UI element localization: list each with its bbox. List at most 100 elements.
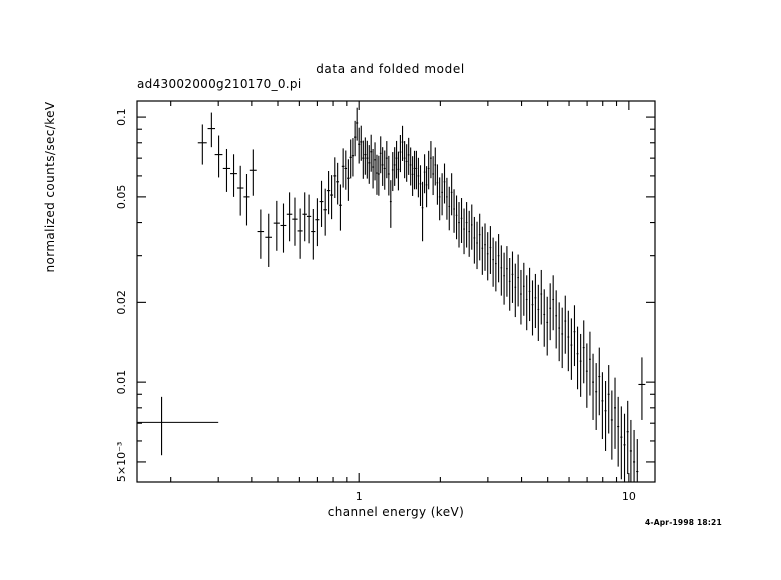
data-point <box>356 107 359 141</box>
data-point <box>601 372 604 440</box>
data-point <box>306 194 312 244</box>
data-point <box>534 273 537 329</box>
data-point <box>552 275 555 331</box>
data-point <box>207 112 216 148</box>
data-point <box>623 413 626 482</box>
data-point <box>362 140 365 179</box>
data-point <box>511 251 514 303</box>
data-point <box>558 302 561 362</box>
data-point <box>460 198 463 243</box>
data-point <box>434 147 437 186</box>
data-point <box>341 148 345 188</box>
data-point <box>377 155 380 196</box>
data-point <box>265 213 273 267</box>
data-point <box>448 186 451 231</box>
svg-text:0.1: 0.1 <box>115 108 128 126</box>
data-point <box>589 331 591 396</box>
data-point <box>471 204 473 250</box>
svg-text:10: 10 <box>622 490 636 503</box>
data-point <box>280 203 287 253</box>
data-point <box>344 150 348 190</box>
data-point <box>326 171 331 215</box>
data-point <box>432 156 434 196</box>
data-point <box>292 197 298 246</box>
data-point <box>385 141 388 179</box>
date-stamp: 4-Apr-1998 18:21 <box>645 518 722 527</box>
data-point <box>481 226 484 275</box>
data-point <box>389 180 392 228</box>
data-point <box>403 141 406 179</box>
data-point <box>323 188 327 236</box>
data-point <box>379 136 382 174</box>
data-point <box>236 165 244 216</box>
data-point <box>214 135 223 178</box>
data-point <box>387 155 390 196</box>
data-point <box>436 164 439 205</box>
data-point <box>598 347 601 416</box>
data-point <box>413 150 416 190</box>
data-point <box>273 200 280 251</box>
data-point <box>458 202 460 248</box>
data-point <box>409 147 412 186</box>
data-point <box>549 283 552 341</box>
data-point <box>528 267 531 322</box>
svg-text:1: 1 <box>356 490 363 503</box>
data-point <box>450 173 453 216</box>
data-point <box>368 145 371 184</box>
data-point <box>441 173 443 216</box>
data-point <box>620 406 623 480</box>
data-point <box>446 177 448 220</box>
data-point <box>453 189 455 233</box>
data-point <box>407 137 410 175</box>
data-point <box>358 127 361 164</box>
dataset-file-label: ad43002000g210170_0.pi <box>137 77 302 91</box>
data-point <box>537 284 540 341</box>
data-point <box>399 134 402 173</box>
data-point <box>514 263 517 318</box>
data-point <box>383 150 386 190</box>
data-point <box>473 216 476 264</box>
data-point <box>595 363 598 430</box>
data-point <box>463 208 465 255</box>
data-point <box>614 377 617 449</box>
data-point <box>354 120 357 157</box>
data-point <box>411 156 414 196</box>
data-point <box>626 400 629 475</box>
data-point <box>497 234 500 283</box>
data-point <box>468 210 470 257</box>
data-point <box>564 295 567 354</box>
data-point <box>297 208 303 259</box>
x-axis-label: channel energy (keV) <box>327 505 465 519</box>
data-point <box>370 134 373 172</box>
data-point <box>417 157 420 198</box>
data-point <box>249 149 257 196</box>
data-point <box>374 142 376 181</box>
data-point <box>478 213 481 261</box>
data-point <box>617 396 620 467</box>
data-point <box>333 157 337 199</box>
data-point <box>339 184 342 231</box>
data-point <box>438 177 441 221</box>
data-point <box>315 198 320 247</box>
svg-text:0.01: 0.01 <box>115 370 128 395</box>
data-point <box>397 151 400 191</box>
data-point <box>381 147 384 186</box>
data-point <box>567 310 570 372</box>
data-point <box>576 326 579 390</box>
data-point <box>506 246 508 297</box>
axes-layer: 1 10 0.1 0.05 0.02 0.01 5×10⁻³ <box>115 100 656 503</box>
data-point <box>579 333 582 397</box>
data-point <box>540 269 543 325</box>
data-point <box>243 173 250 226</box>
data-point <box>311 209 316 260</box>
data-point <box>137 396 219 456</box>
data-point <box>500 245 503 296</box>
data-point <box>520 269 522 325</box>
data-point <box>484 223 486 271</box>
data-point <box>197 124 207 165</box>
data-point <box>372 148 375 189</box>
data-point <box>582 320 585 384</box>
data-point <box>503 252 505 305</box>
data-point <box>508 258 511 311</box>
